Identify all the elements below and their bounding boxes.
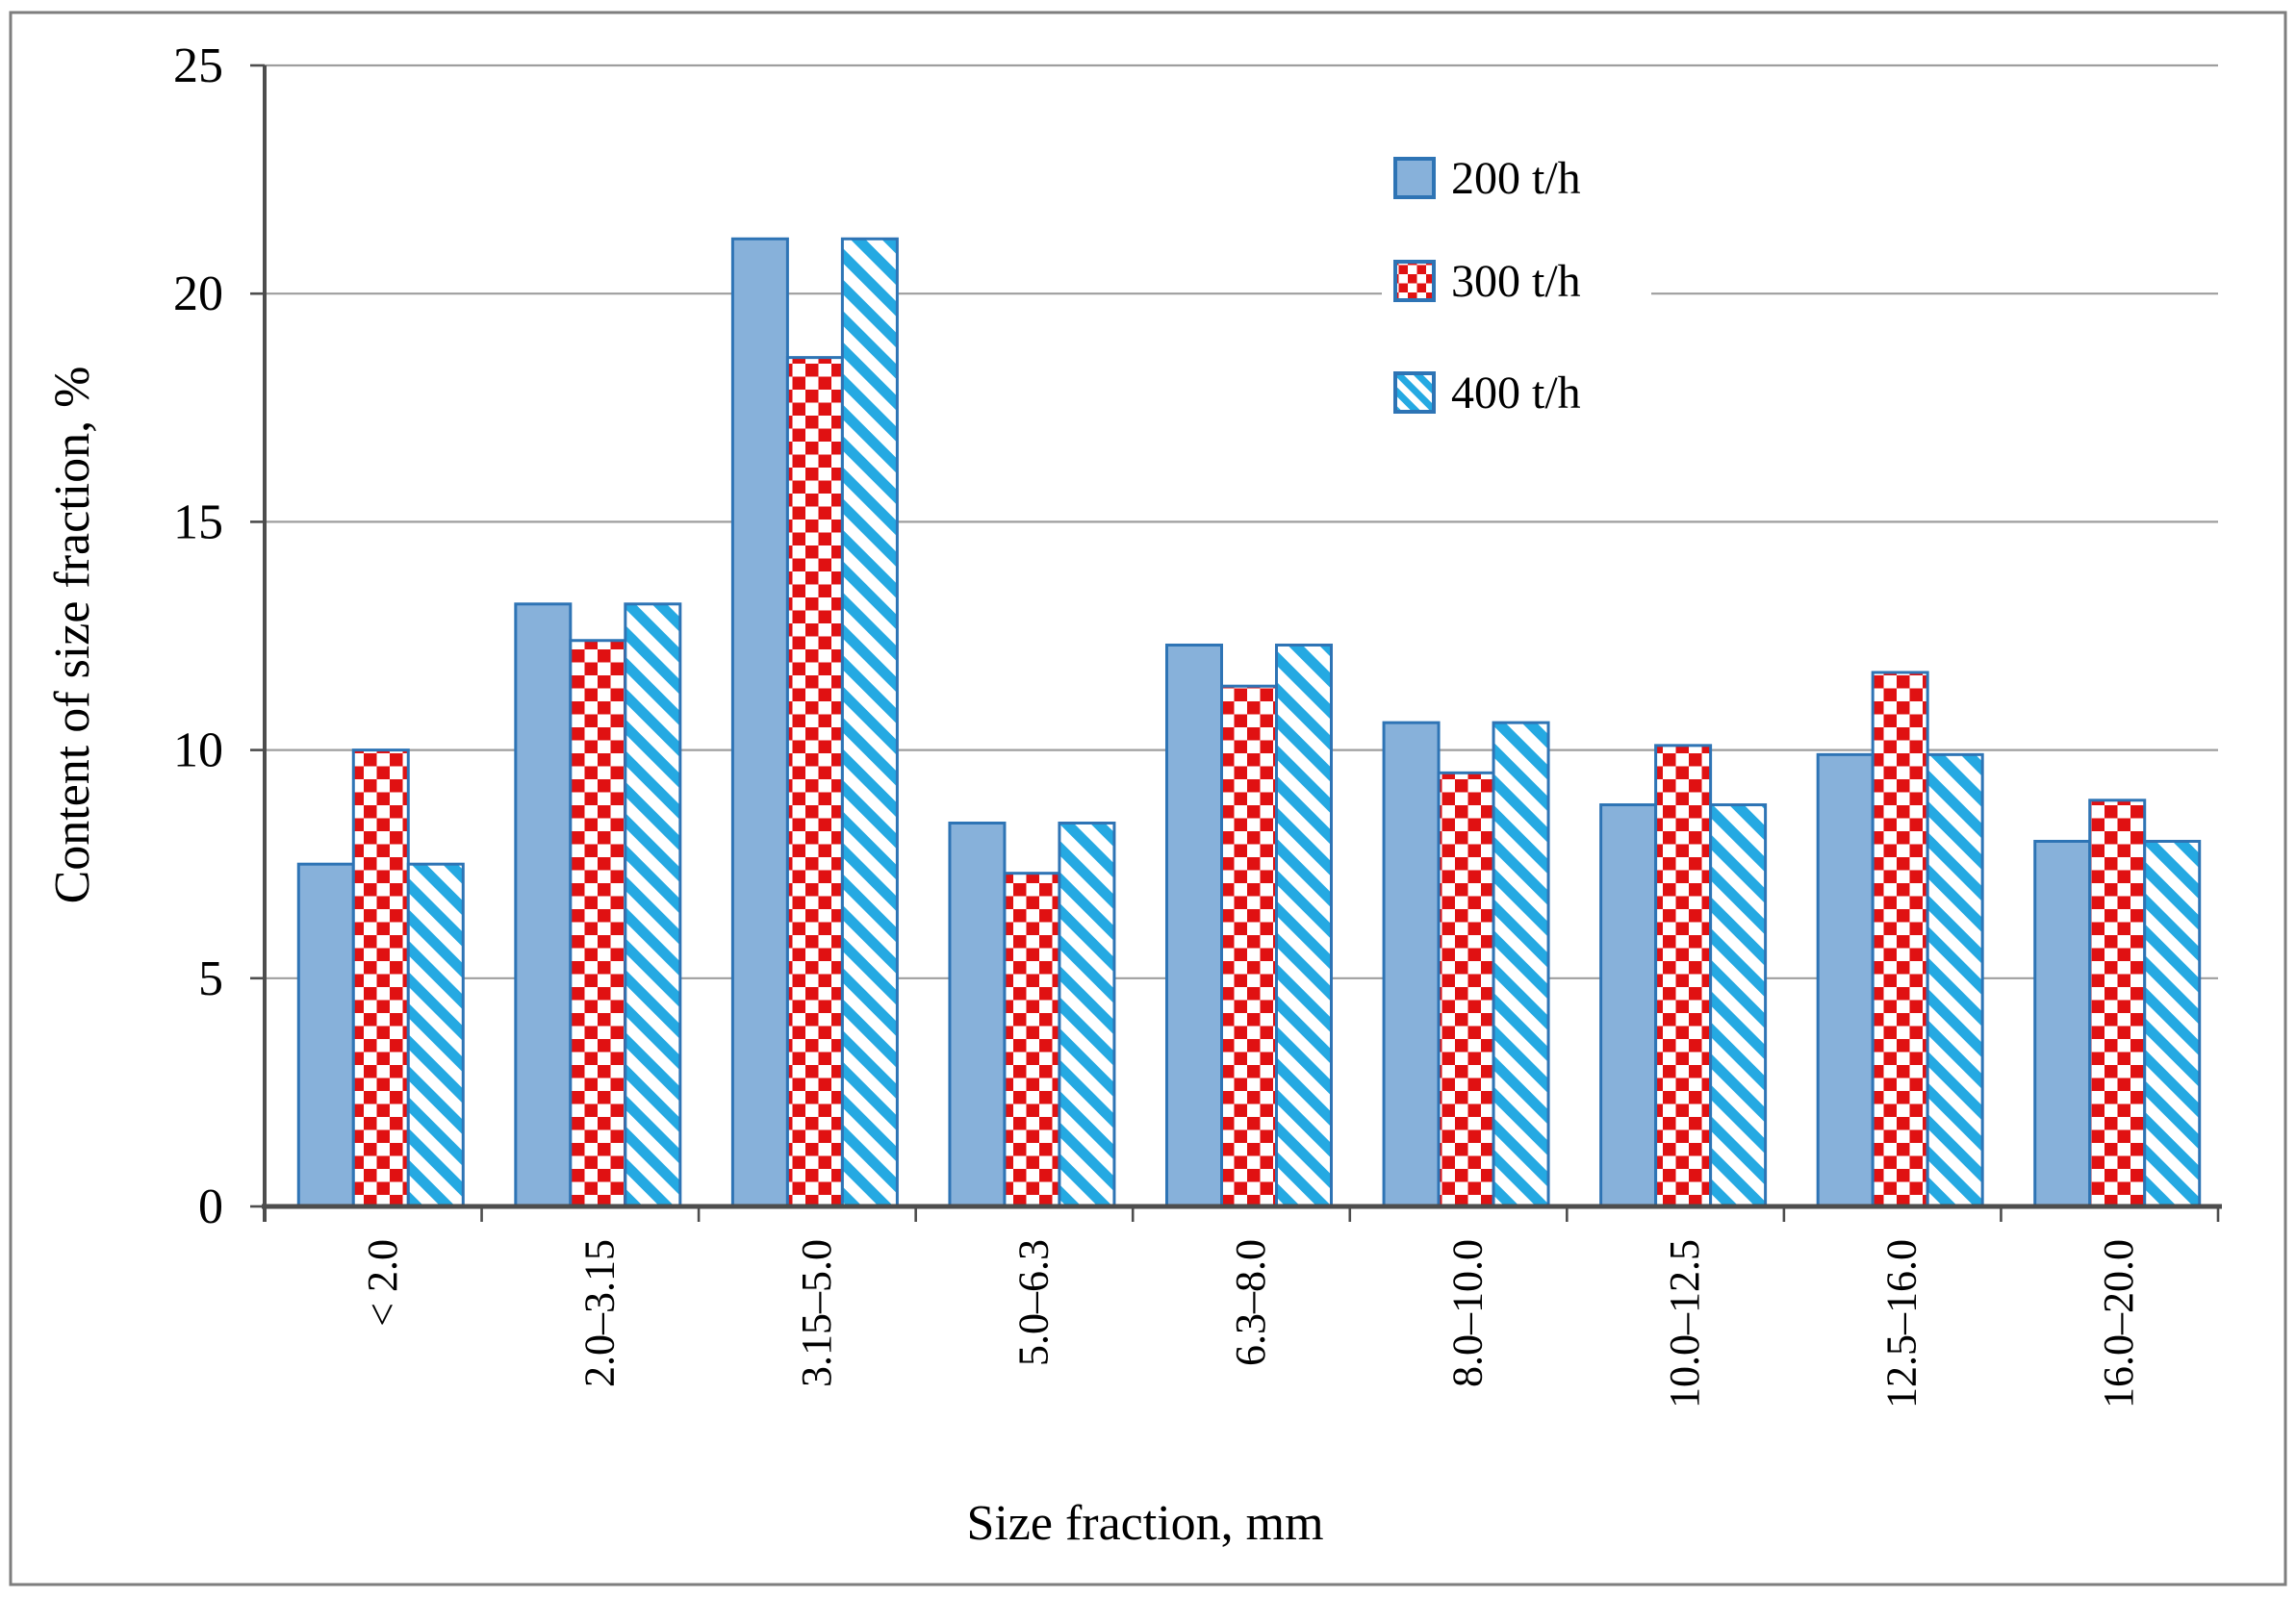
x-category-label-1: < 2.0: [359, 1239, 406, 1327]
bar-200th-7: [1599, 803, 1658, 1208]
bar-group-6.3–8.0: [1165, 643, 1333, 1208]
legend-item-300th: 300 t/h: [1382, 248, 1651, 314]
legend-label: 200 t/h: [1451, 153, 1581, 204]
legend-item-400th: 400 t/h: [1382, 360, 1651, 425]
bar-200th-9: [2033, 839, 2092, 1208]
bar-200th-4: [948, 822, 1007, 1208]
y-tick-label-15: 15: [173, 495, 223, 549]
bar-400th-8: [1926, 752, 1984, 1208]
bar-200th-6: [1382, 721, 1441, 1208]
bar-200th-8: [1816, 752, 1875, 1208]
bar-400th-7: [1709, 803, 1768, 1208]
bar-group-< 2.0: [296, 748, 465, 1208]
legend: 200 t/h 300 t/h 400 t/h: [1382, 145, 1651, 425]
bar-300th-6: [1437, 771, 1495, 1208]
bar-200th-3: [730, 237, 789, 1208]
bar-300th-7: [1654, 744, 1713, 1208]
y-tick-label-0: 0: [198, 1179, 223, 1234]
bar-group-3.15–5.0: [730, 237, 899, 1208]
bar-300th-3: [785, 356, 844, 1208]
legend-item-200th: 200 t/h: [1382, 145, 1651, 211]
red-checker-square-icon: [1393, 260, 1436, 302]
bar-group-16.0–20.0: [2033, 799, 2202, 1208]
bar-group-12.5–16.0: [1816, 671, 1984, 1208]
bar-200th-1: [296, 862, 355, 1208]
bar-400th-3: [840, 237, 899, 1208]
y-tick-label-20: 20: [173, 266, 223, 321]
bar-300th-5: [1220, 684, 1278, 1208]
x-category-label-5: 6.3–8.0: [1227, 1239, 1274, 1366]
solid-blue-square-icon: [1393, 157, 1436, 199]
bar-group-8.0–10.0: [1382, 721, 1550, 1208]
bar-300th-4: [1003, 872, 1061, 1208]
y-tick-label-5: 5: [198, 951, 223, 1006]
x-category-label-2: 2.0–3.15: [575, 1239, 623, 1387]
y-tick-label-25: 25: [173, 38, 223, 93]
bar-group-10.0–12.5: [1599, 744, 1768, 1208]
bar-400th-1: [406, 862, 465, 1208]
legend-label: 300 t/h: [1451, 256, 1581, 307]
x-category-label-9: 16.0–20.0: [2095, 1239, 2142, 1408]
x-category-label-7: 10.0–12.5: [1661, 1239, 1708, 1408]
y-tick-labels: 0 5 10 15 20 25: [173, 38, 223, 1234]
bar-200th-5: [1165, 643, 1223, 1208]
x-axis-title: Size fraction, mm: [966, 1496, 1323, 1551]
x-category-label-6: 8.0–10.0: [1444, 1239, 1492, 1387]
bar-400th-4: [1058, 822, 1116, 1208]
y-axis-title: Content of size fraction, %: [45, 367, 100, 904]
bar-300th-9: [2088, 799, 2147, 1208]
bar-group-5.0–6.3: [948, 822, 1116, 1208]
cyan-stripe-square-icon: [1393, 371, 1436, 414]
y-tick-label-10: 10: [173, 723, 223, 778]
x-category-label-4: 5.0–6.3: [1009, 1239, 1057, 1366]
bar-400th-2: [624, 602, 682, 1208]
bar-200th-2: [514, 602, 573, 1208]
bar-400th-5: [1275, 643, 1333, 1208]
bar-group-2.0–3.15: [514, 602, 682, 1208]
bar-300th-8: [1871, 671, 1929, 1208]
bar-400th-6: [1492, 721, 1550, 1208]
bar-300th-1: [351, 748, 410, 1208]
chart-frame: [9, 11, 2287, 1586]
x-category-label-3: 3.15–5.0: [793, 1239, 840, 1387]
bar-groups: [296, 237, 2202, 1208]
x-category-label-8: 12.5–16.0: [1878, 1239, 1926, 1408]
x-tick-labels: < 2.0 2.0–3.15 3.15–5.0 5.0–6.3 6.3–8.0 8.0–1…: [359, 1239, 2142, 1408]
axes: [250, 63, 2222, 1222]
bar-400th-9: [2143, 839, 2202, 1208]
legend-label: 400 t/h: [1451, 368, 1581, 419]
bar-300th-2: [569, 639, 627, 1208]
